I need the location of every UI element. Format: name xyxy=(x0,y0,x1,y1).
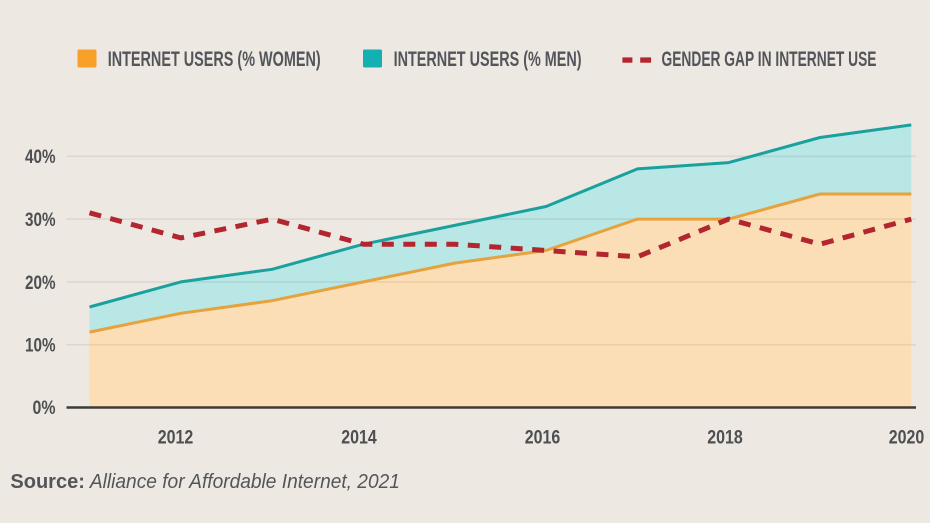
svg-text:Source:: Source: xyxy=(10,471,84,493)
svg-text:Alliance for Affordable Intern: Alliance for Affordable Internet, 2021 xyxy=(89,471,400,493)
svg-text:2018: 2018 xyxy=(707,426,743,448)
svg-text:INTERNET USERS (% WOMEN): INTERNET USERS (% WOMEN) xyxy=(108,48,321,71)
svg-text:INTERNET USERS (% MEN): INTERNET USERS (% MEN) xyxy=(394,48,582,71)
svg-text:30%: 30% xyxy=(25,209,56,231)
svg-text:10%: 10% xyxy=(25,335,56,357)
svg-text:2012: 2012 xyxy=(158,426,194,448)
svg-text:GENDER GAP IN INTERNET USE: GENDER GAP IN INTERNET USE xyxy=(662,48,877,71)
svg-text:40%: 40% xyxy=(25,146,56,168)
svg-text:2016: 2016 xyxy=(525,426,561,448)
svg-text:20%: 20% xyxy=(25,272,56,294)
svg-text:2014: 2014 xyxy=(341,426,377,448)
svg-text:2020: 2020 xyxy=(889,426,925,448)
svg-text:0%: 0% xyxy=(33,397,56,419)
